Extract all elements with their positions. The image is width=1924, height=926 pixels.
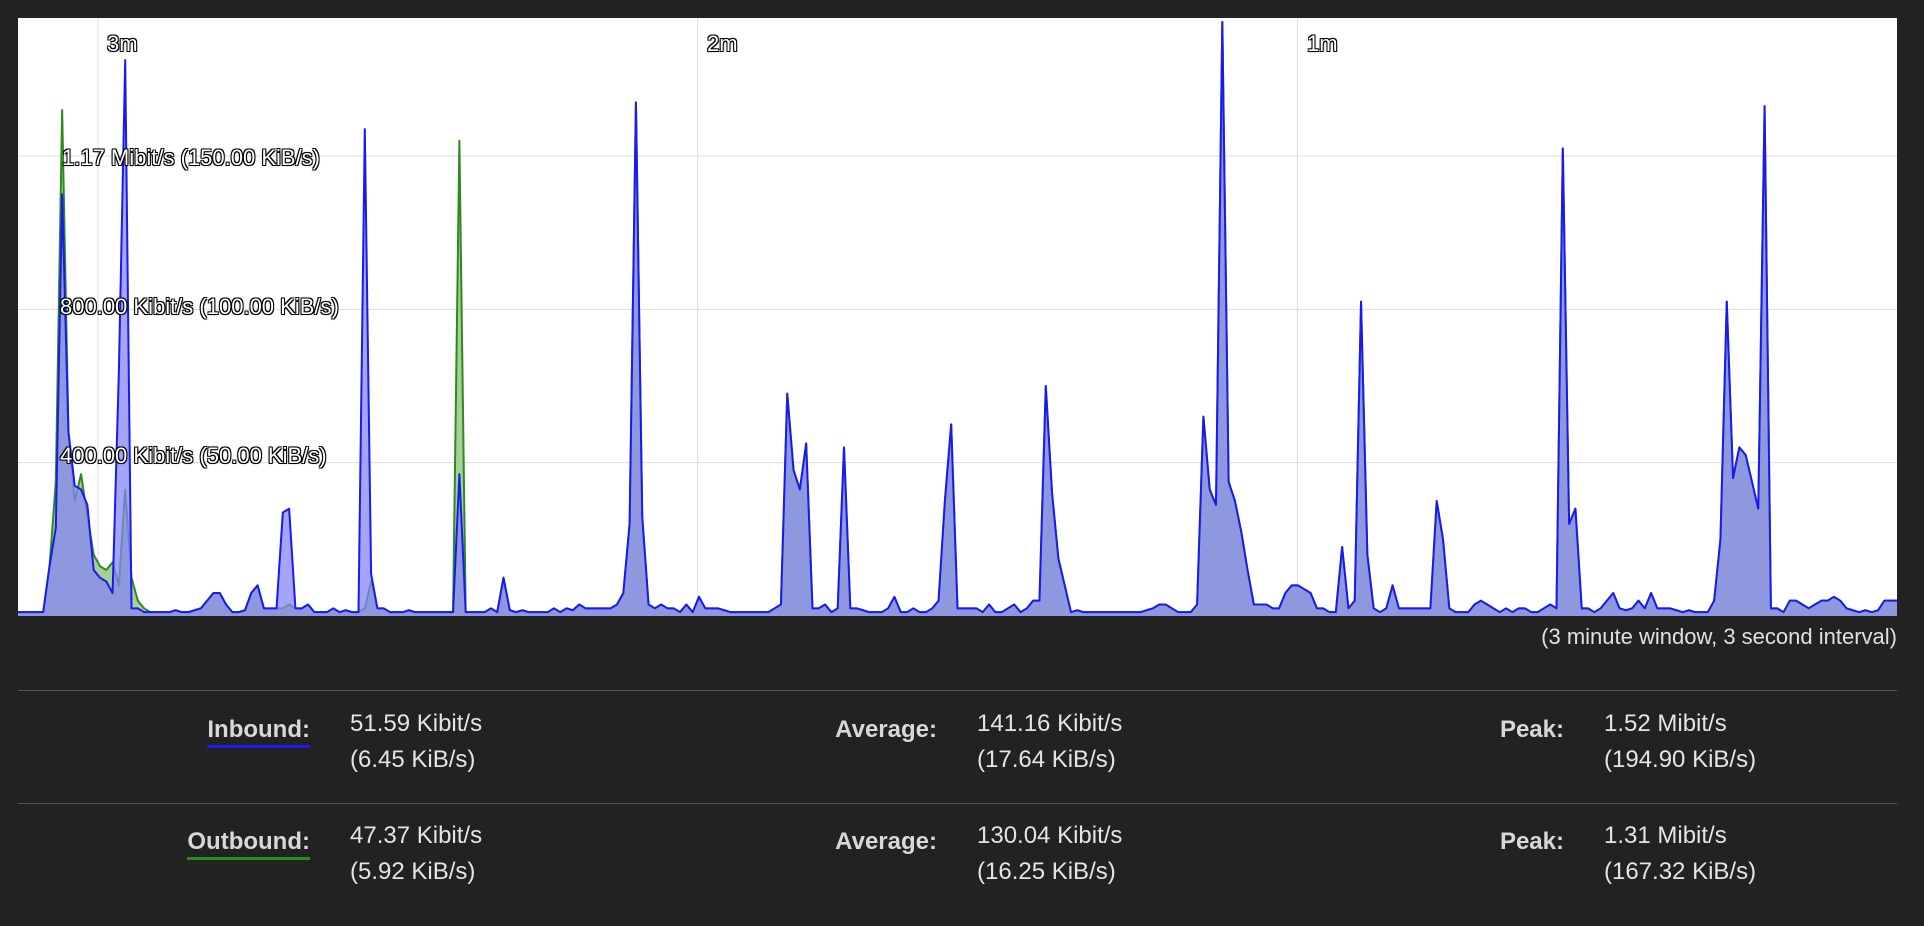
inbound-peak-label: Peak: (1499, 716, 1564, 743)
time-tick-label-2m: 2m (707, 31, 738, 56)
inbound-line (18, 20, 1897, 614)
outbound-average-bits: 130.04 Kibit/s (977, 822, 1123, 849)
stats-divider-middle (18, 803, 1897, 804)
stats-divider-top (18, 690, 1897, 691)
inbound-average: 141.16 Kibit/s (17.64 KiB/s) (977, 706, 1122, 778)
y-tick-label-150: 1.17 Mibit/s (150.00 KiB/s) (62, 145, 321, 170)
inbound-average-bytes: (17.64 KiB/s) (977, 746, 1116, 773)
outbound-peak-label: Peak: (1499, 828, 1564, 855)
inbound-current-bits: 51.59 Kibit/s (350, 710, 483, 737)
y-tick-label-100: 800.00 Kibit/s (100.00 KiB/s) (60, 294, 339, 319)
inbound-current: 51.59 Kibit/s (6.45 KiB/s) (350, 706, 482, 778)
outbound-current-bits: 47.37 Kibit/s (350, 822, 483, 849)
outbound-label[interactable]: Outbound: (187, 828, 310, 860)
inbound-peak: 1.52 Mibit/s (194.90 KiB/s) (1604, 706, 1756, 778)
inbound-peak-bits: 1.52 Mibit/s (1604, 710, 1727, 737)
outbound-legend-label[interactable]: Outbound: (187, 828, 310, 860)
outbound-current-bytes: (5.92 KiB/s) (350, 858, 476, 885)
y-tick-label-50: 400.00 Kibit/s (50.00 KiB/s) (60, 443, 327, 468)
bandwidth-chart-svg (18, 18, 1897, 616)
inbound-legend-label[interactable]: Inbound: (207, 716, 310, 748)
outbound-stats-row: Outbound: 47.37 Kibit/s (5.92 KiB/s) Ave… (18, 804, 1897, 914)
inbound-stats-row: Inbound: 51.59 Kibit/s (6.45 KiB/s) Aver… (18, 692, 1897, 802)
inbound-label[interactable]: Inbound: (207, 716, 310, 748)
time-tick-label-3m: 3m (107, 31, 138, 56)
outbound-average-bytes: (16.25 KiB/s) (977, 858, 1116, 885)
inbound-average-label: Average: (835, 716, 937, 743)
bandwidth-chart: 3m 2m 1m 1.17 Mibit/s (150.00 KiB/s) 800… (18, 18, 1897, 616)
outbound-average: 130.04 Kibit/s (16.25 KiB/s) (977, 818, 1122, 890)
outbound-current: 47.37 Kibit/s (5.92 KiB/s) (350, 818, 482, 890)
time-tick-label-1m: 1m (1307, 31, 1338, 56)
window-interval-caption: (3 minute window, 3 second interval) (1541, 624, 1897, 649)
outbound-peak-bytes: (167.32 KiB/s) (1604, 858, 1757, 885)
outbound-peak: 1.31 Mibit/s (167.32 KiB/s) (1604, 818, 1756, 890)
outbound-average-label: Average: (835, 828, 937, 855)
inbound-current-bytes: (6.45 KiB/s) (350, 746, 476, 773)
inbound-peak-bytes: (194.90 KiB/s) (1604, 746, 1757, 773)
inbound-average-bits: 141.16 Kibit/s (977, 710, 1123, 737)
outbound-peak-bits: 1.31 Mibit/s (1604, 822, 1727, 849)
